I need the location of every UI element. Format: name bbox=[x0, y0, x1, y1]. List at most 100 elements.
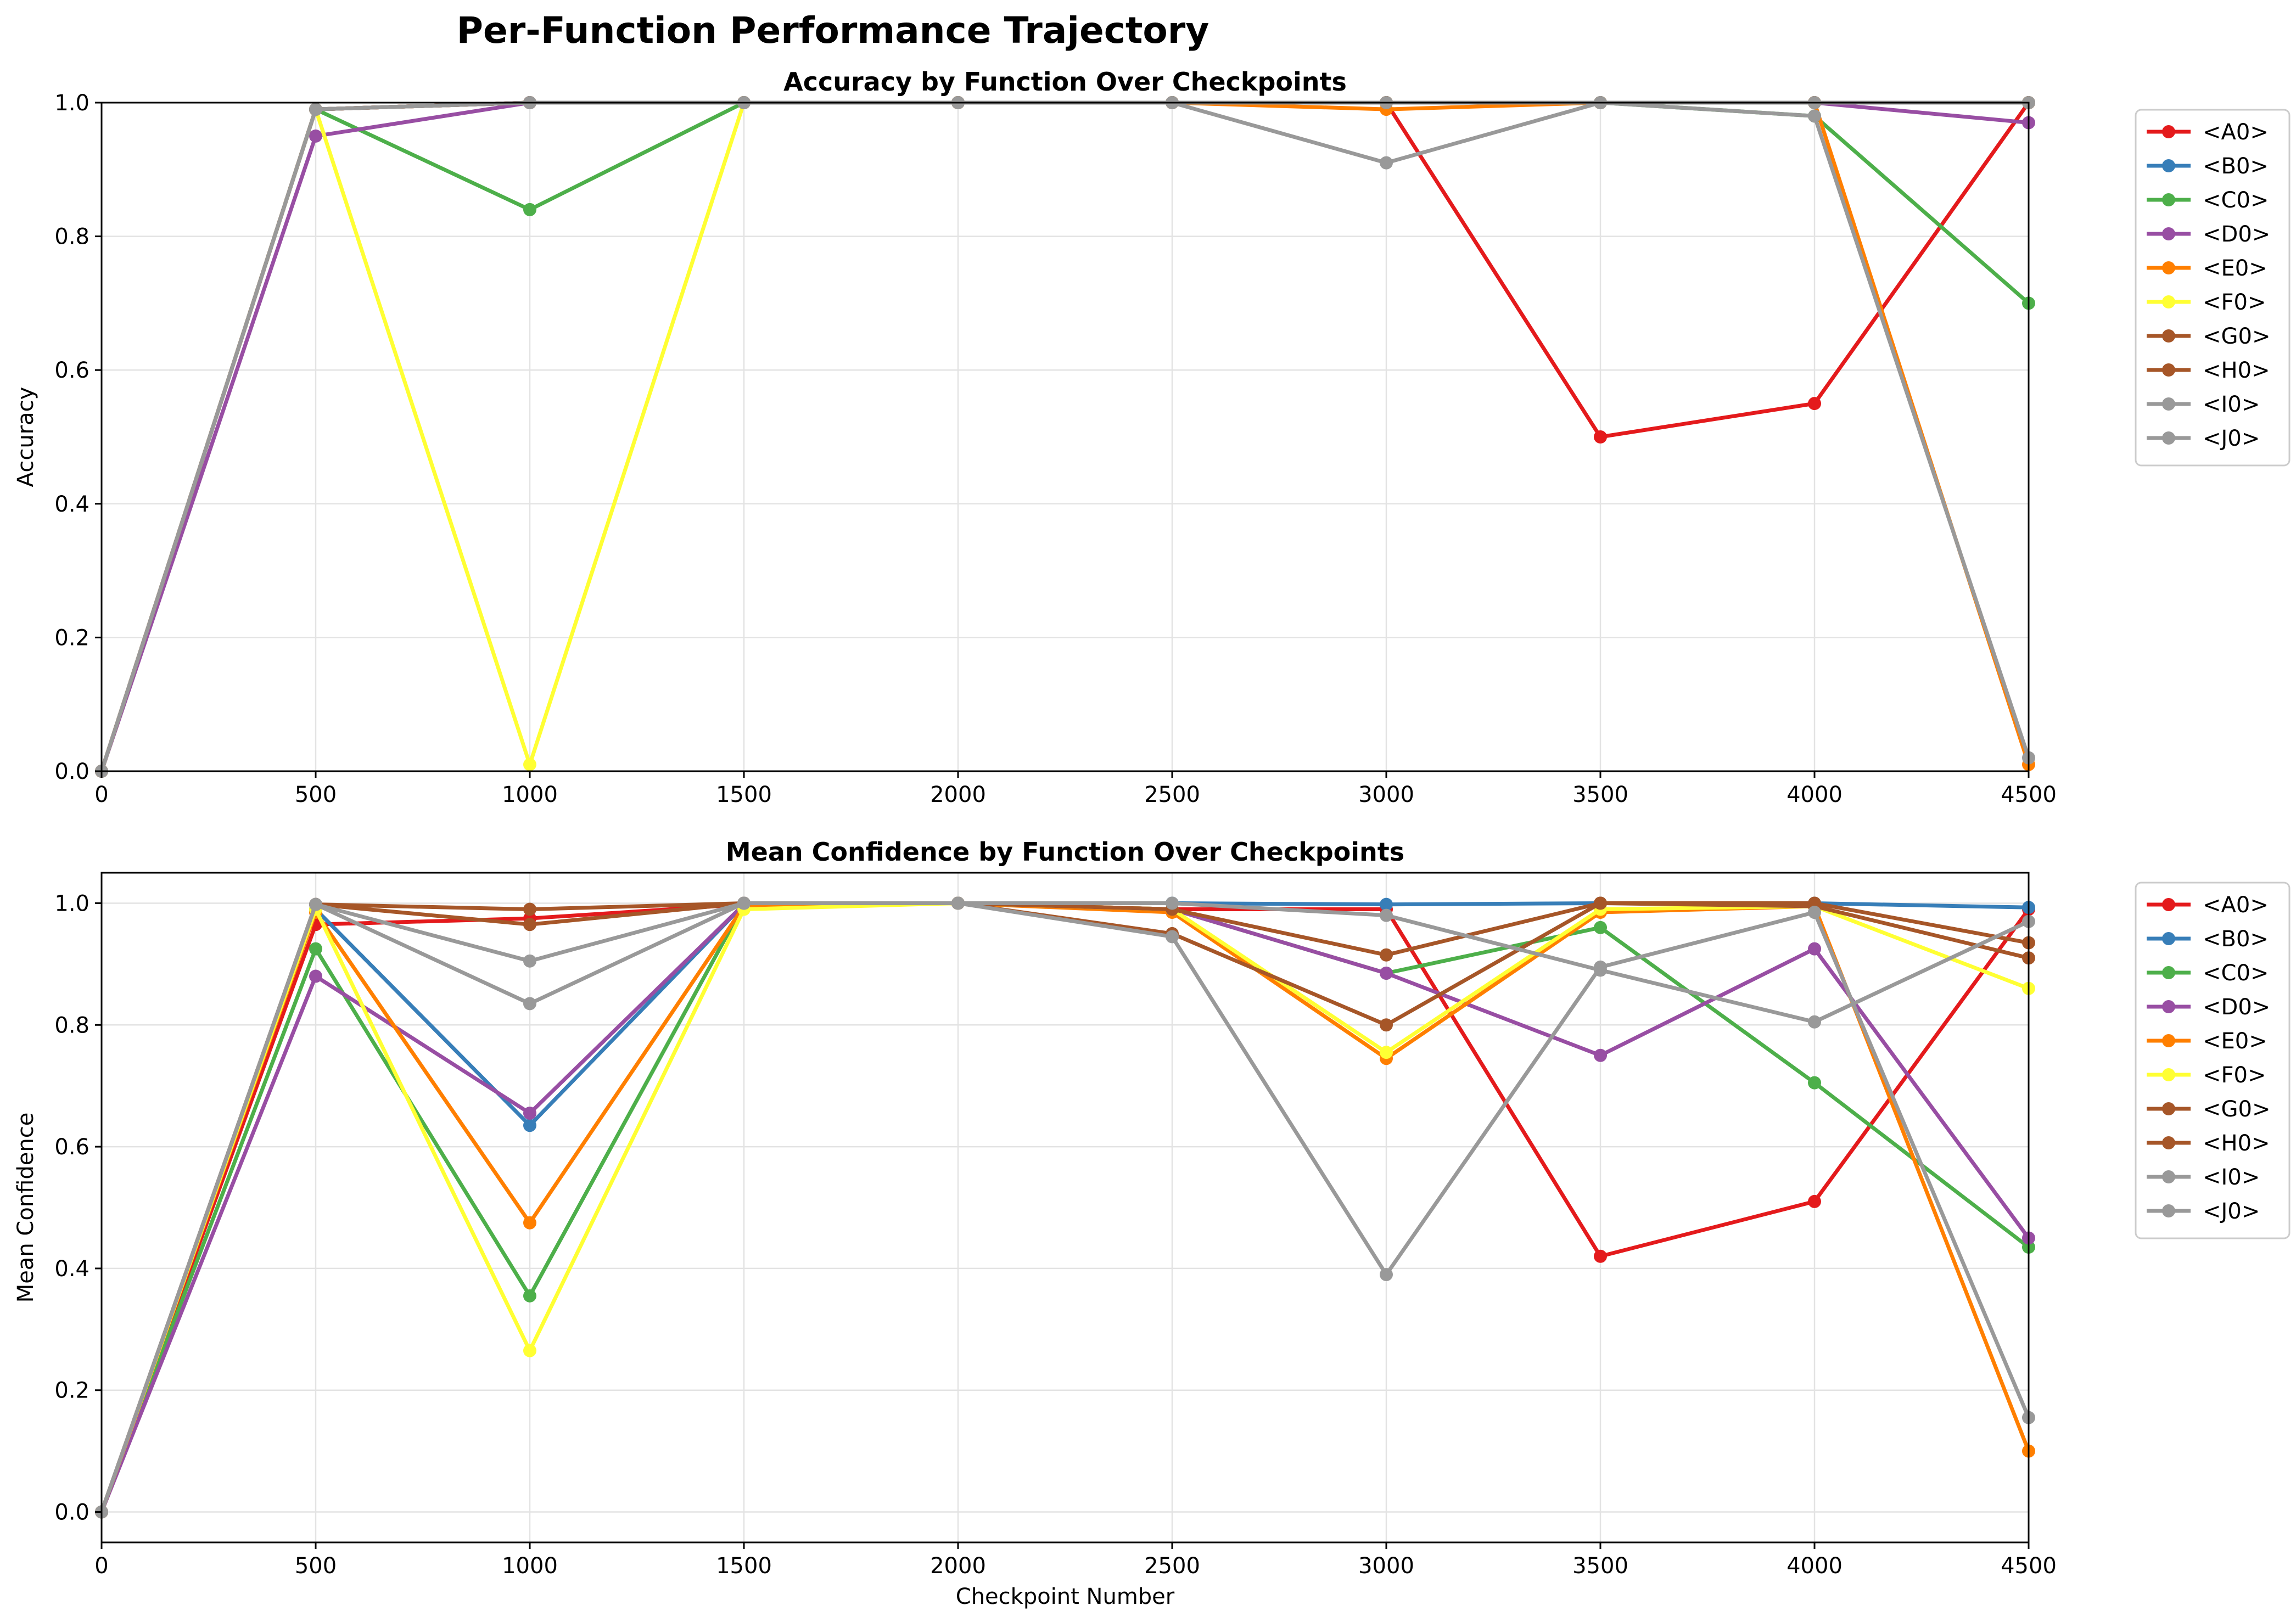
accuracy-x-tick-label: 1000 bbox=[502, 782, 558, 807]
accuracy-x-tick-label: 1500 bbox=[716, 782, 772, 807]
confidence-x-tick-label: 4000 bbox=[1787, 1553, 1843, 1579]
confidence-y-tick-label: 0.6 bbox=[54, 1135, 89, 1160]
accuracy-legend-label: <D0> bbox=[2203, 222, 2270, 247]
confidence-legend-marker bbox=[2162, 1170, 2175, 1183]
accuracy-legend-marker bbox=[2162, 261, 2175, 274]
confidence-point-j0 bbox=[1594, 960, 1607, 974]
confidence-point-i0 bbox=[523, 954, 536, 968]
confidence-point-j0 bbox=[1166, 930, 1179, 944]
confidence-point-c0 bbox=[309, 942, 322, 956]
confidence-series-line-j0 bbox=[99, 901, 2031, 1513]
confidence-legend-marker bbox=[2162, 1102, 2175, 1115]
confidence-legend-marker bbox=[2162, 1000, 2175, 1013]
confidence-point-h0 bbox=[1594, 896, 1607, 910]
confidence-legend-label: <C0> bbox=[2203, 961, 2269, 986]
confidence-x-tick-label: 1500 bbox=[716, 1553, 772, 1579]
confidence-point-f0 bbox=[1380, 1046, 1393, 1059]
confidence-point-d0 bbox=[523, 1107, 536, 1120]
confidence-legend-label: <I0> bbox=[2203, 1165, 2260, 1190]
accuracy-legend-marker bbox=[2162, 227, 2175, 240]
accuracy-y-tick-label: 0.4 bbox=[54, 492, 89, 517]
confidence-y-tick-label: 0.2 bbox=[54, 1378, 89, 1404]
accuracy-legend-label: <F0> bbox=[2203, 290, 2266, 315]
accuracy-point-d0 bbox=[309, 129, 322, 143]
confidence-point-h0 bbox=[523, 918, 536, 931]
confidence-series-line-h0 bbox=[99, 901, 2029, 1513]
confidence-axes-frame bbox=[100, 872, 2030, 1544]
accuracy-y-tick-label: 0.0 bbox=[54, 759, 89, 784]
confidence-point-j0 bbox=[1808, 906, 1821, 919]
confidence-legend-marker bbox=[2162, 1068, 2175, 1081]
accuracy-legend-label: <G0> bbox=[2203, 324, 2270, 349]
confidence-x-tick-label: 4500 bbox=[2001, 1553, 2057, 1579]
confidence-point-e0 bbox=[523, 1216, 536, 1230]
confidence-x-tick-label: 500 bbox=[295, 1553, 337, 1579]
confidence-y-tick-label: 0.4 bbox=[54, 1256, 89, 1282]
accuracy-y-tick-label: 0.8 bbox=[54, 225, 89, 250]
confidence-point-j0 bbox=[951, 896, 965, 910]
confidence-panel: 0 500 1000 1500 2000 2500 3000 3500 4000 4500 0.0 0… bbox=[13, 837, 2291, 1609]
accuracy-x-tick-label: 4000 bbox=[1787, 782, 1843, 807]
confidence-legend-label: <G0> bbox=[2203, 1097, 2270, 1122]
confidence-legend-marker bbox=[2162, 966, 2175, 979]
confidence-point-b0 bbox=[1380, 897, 1393, 911]
accuracy-legend-marker bbox=[2162, 125, 2175, 138]
figure-title: Per-Function Performance Trajectory bbox=[457, 9, 1209, 52]
confidence-point-c0 bbox=[1808, 1076, 1821, 1090]
accuracy-point-j0 bbox=[309, 103, 322, 116]
confidence-series-line-i0 bbox=[99, 901, 2030, 1513]
confidence-point-c0 bbox=[523, 1289, 536, 1303]
accuracy-legend-marker bbox=[2162, 431, 2175, 445]
confidence-point-a0 bbox=[1808, 1194, 1821, 1208]
confidence-point-h0 bbox=[1380, 948, 1393, 962]
confidence-point-f0 bbox=[523, 1344, 536, 1357]
accuracy-legend-marker bbox=[2162, 329, 2175, 343]
confidence-legend-marker bbox=[2162, 898, 2175, 911]
accuracy-legend-label: <B0> bbox=[2203, 154, 2269, 179]
accuracy-legend-label: <J0> bbox=[2203, 426, 2260, 451]
confidence-y-tick-label: 1.0 bbox=[54, 891, 89, 916]
confidence-y-tick-label: 0.8 bbox=[54, 1013, 89, 1038]
confidence-legend-label: <B0> bbox=[2203, 927, 2269, 952]
accuracy-point-j0 bbox=[1380, 156, 1393, 170]
confidence-legend-label: <F0> bbox=[2203, 1063, 2266, 1088]
confidence-point-g0 bbox=[1380, 1018, 1393, 1032]
confidence-y-tick-label: 0.0 bbox=[54, 1500, 89, 1525]
confidence-legend-marker bbox=[2162, 1034, 2175, 1047]
confidence-point-c0 bbox=[1594, 921, 1607, 934]
confidence-legend-label: <A0> bbox=[2203, 893, 2269, 918]
confidence-x-tick-label: 3500 bbox=[1572, 1553, 1628, 1579]
accuracy-point-c0 bbox=[523, 203, 536, 216]
accuracy-panel: 0 500 1000 1500 2000 2500 3000 3500 4000 4500 0.0 0… bbox=[13, 67, 2291, 807]
accuracy-y-tick-label: 0.2 bbox=[54, 625, 89, 650]
confidence-legend-label: <H0> bbox=[2203, 1131, 2270, 1156]
confidence-point-a0 bbox=[1594, 1249, 1607, 1263]
confidence-point-j0 bbox=[1380, 1268, 1393, 1281]
confidence-legend-label: <E0> bbox=[2203, 1029, 2267, 1054]
accuracy-legend-marker bbox=[2162, 397, 2175, 411]
confidence-point-i0 bbox=[1166, 896, 1179, 910]
confidence-point-d0 bbox=[1380, 967, 1393, 980]
accuracy-legend-marker bbox=[2162, 295, 2175, 308]
accuracy-x-tick-label: 500 bbox=[295, 782, 337, 807]
accuracy-y-tick-label: 0.6 bbox=[54, 358, 89, 383]
confidence-point-b0 bbox=[523, 1119, 536, 1132]
confidence-point-j0 bbox=[309, 897, 322, 911]
confidence-point-d0 bbox=[1594, 1048, 1607, 1062]
confidence-legend-label: <J0> bbox=[2203, 1199, 2260, 1224]
confidence-point-g0 bbox=[523, 902, 536, 916]
accuracy-x-tick-label: 3000 bbox=[1358, 782, 1414, 807]
confidence-point-i0 bbox=[1808, 1015, 1821, 1029]
accuracy-legend-marker bbox=[2162, 159, 2175, 172]
accuracy-legend-label: <A0> bbox=[2203, 120, 2269, 145]
confidence-legend-label: <D0> bbox=[2203, 995, 2270, 1020]
confidence-x-tick-label: 2000 bbox=[930, 1553, 986, 1579]
accuracy-point-a0 bbox=[1594, 430, 1607, 444]
confidence-x-tick-label: 2500 bbox=[1144, 1553, 1200, 1579]
accuracy-axes-frame bbox=[100, 102, 2030, 772]
accuracy-legend-label: <H0> bbox=[2203, 358, 2270, 383]
accuracy-point-j0 bbox=[1808, 109, 1821, 123]
confidence-legend-marker bbox=[2162, 1136, 2175, 1149]
accuracy-x-tick-label: 4500 bbox=[2001, 782, 2057, 807]
